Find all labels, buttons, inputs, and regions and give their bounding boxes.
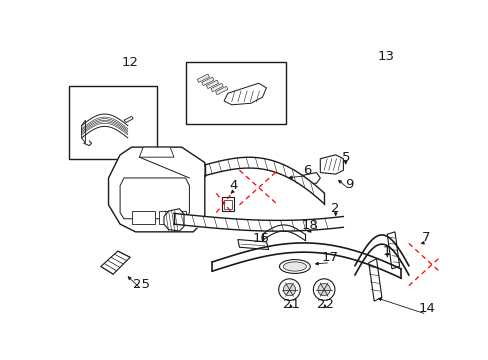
Polygon shape [131, 211, 154, 224]
Text: 1: 1 [382, 244, 391, 258]
Text: 6: 6 [303, 164, 311, 177]
Polygon shape [123, 116, 133, 122]
Polygon shape [224, 83, 266, 105]
Polygon shape [215, 86, 227, 95]
Polygon shape [468, 224, 477, 249]
Polygon shape [108, 147, 204, 232]
Polygon shape [202, 77, 214, 86]
Polygon shape [386, 232, 399, 269]
Circle shape [313, 279, 334, 300]
Polygon shape [368, 259, 381, 301]
Bar [221, 197, 234, 211]
Text: 22: 22 [317, 298, 333, 311]
Polygon shape [101, 251, 130, 274]
Text: 2: 2 [331, 202, 339, 215]
Bar [185, 62, 285, 124]
Polygon shape [139, 147, 174, 157]
Circle shape [317, 283, 329, 296]
Polygon shape [238, 239, 268, 249]
Text: 5: 5 [341, 150, 349, 164]
Text: 21: 21 [283, 298, 300, 311]
Polygon shape [293, 172, 320, 183]
Ellipse shape [279, 260, 310, 274]
Text: 12: 12 [122, 56, 138, 69]
Text: 7: 7 [421, 231, 429, 244]
Polygon shape [320, 155, 343, 174]
Polygon shape [197, 74, 209, 82]
Text: 4: 4 [229, 179, 237, 192]
Bar [68, 86, 157, 159]
Ellipse shape [283, 262, 306, 271]
Text: 25: 25 [133, 278, 150, 291]
Text: 17: 17 [321, 251, 338, 264]
Polygon shape [120, 178, 189, 219]
Circle shape [278, 279, 300, 300]
Polygon shape [206, 80, 218, 89]
Text: 18: 18 [301, 219, 318, 232]
Polygon shape [163, 209, 183, 231]
Polygon shape [158, 211, 185, 224]
Text: 14: 14 [417, 302, 434, 315]
Polygon shape [81, 120, 85, 143]
Text: 9: 9 [345, 177, 353, 190]
Circle shape [283, 283, 295, 296]
Text: 13: 13 [376, 50, 393, 63]
Polygon shape [210, 83, 223, 92]
Bar [224, 199, 231, 209]
Polygon shape [439, 220, 452, 255]
Text: 16: 16 [252, 231, 269, 244]
